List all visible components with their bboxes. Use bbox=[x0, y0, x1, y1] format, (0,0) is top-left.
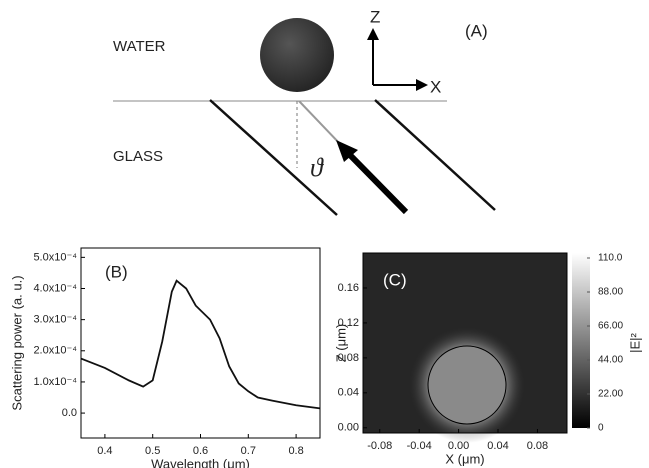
y-tick-label: 4.0x10⁻⁴ bbox=[33, 282, 77, 294]
y-tick-label: 0.16 bbox=[338, 282, 359, 294]
colorbar-title: |E|² bbox=[627, 332, 642, 352]
y-tick-label: 3.0x10⁻⁴ bbox=[33, 314, 77, 326]
x-tick-label: -0.04 bbox=[407, 440, 432, 452]
x-tick-label: 0.5 bbox=[145, 445, 160, 457]
x-label: X bbox=[430, 77, 441, 96]
ray bbox=[299, 101, 342, 146]
line bbox=[81, 281, 320, 409]
sphere bbox=[260, 18, 334, 92]
particle bbox=[428, 346, 506, 424]
colorbar-tick-label: 22.00 bbox=[598, 389, 623, 400]
x-axis-title: X (μm) bbox=[445, 451, 484, 466]
x-tick-label: 0.8 bbox=[288, 445, 303, 457]
y-axis-title: Scattering power (a. u.) bbox=[9, 275, 24, 410]
x-tick-label: 0.7 bbox=[241, 445, 256, 457]
colorbar-tick-label: 66.00 bbox=[598, 321, 623, 332]
x-tick-label: 0.6 bbox=[193, 445, 208, 457]
diagram: Z X (A) WATER GLASS ϑ bbox=[113, 7, 495, 215]
x-axis-title: Wavelength (μm) bbox=[151, 456, 250, 468]
z-arrow-head bbox=[367, 28, 379, 40]
glass-label: GLASS bbox=[113, 148, 163, 165]
z-label: Z bbox=[370, 7, 380, 26]
y-tick-label: 2.0x10⁻⁴ bbox=[33, 345, 77, 357]
figure: Z X (A) WATER GLASS ϑ 0.4 0.5 0.6 0.7 0.8 0.0… bbox=[0, 0, 649, 468]
x-tick-label: 0.4 bbox=[97, 445, 112, 457]
beam-edge bbox=[375, 100, 495, 210]
water-label: WATER bbox=[113, 38, 166, 55]
y-tick-label: 0.00 bbox=[338, 422, 359, 434]
y-tick-label: 1.0x10⁻⁴ bbox=[33, 376, 77, 388]
x-arrow-head bbox=[416, 79, 428, 91]
panel-label: (B) bbox=[105, 262, 128, 281]
x-tick-label: 0.04 bbox=[487, 440, 508, 452]
y-tick-label: 0.0 bbox=[62, 407, 77, 419]
y-tick-label: 0.04 bbox=[338, 387, 359, 399]
colorbar bbox=[572, 253, 590, 428]
colorbar-tick-label: 88.00 bbox=[598, 287, 623, 298]
panel-label: (A) bbox=[465, 21, 488, 40]
panel-label: (C) bbox=[383, 270, 407, 289]
y-axis-title: Z (μm) bbox=[333, 324, 348, 363]
colorbar-tick-label: 44.00 bbox=[598, 355, 623, 366]
arrow bbox=[348, 153, 406, 212]
x-tick-label: -0.08 bbox=[367, 440, 392, 452]
y-tick-label: 5.0x10⁻⁴ bbox=[33, 251, 77, 263]
x-tick-label: 0.08 bbox=[527, 440, 548, 452]
x-tick-label: 0.00 bbox=[448, 440, 469, 452]
angle-label: ϑ bbox=[310, 153, 324, 182]
colorbar-tick-label: 110.0 bbox=[598, 253, 623, 264]
colorbar-tick-label: 0 bbox=[598, 423, 604, 434]
